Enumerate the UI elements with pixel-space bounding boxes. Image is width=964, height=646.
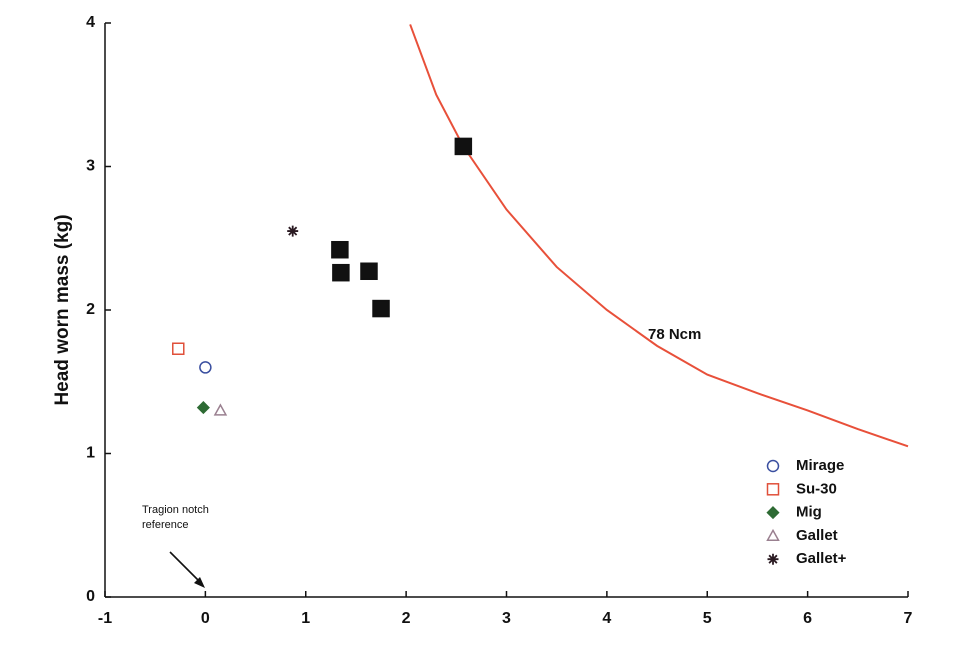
marker — [454, 137, 473, 156]
legend-label: Gallet+ — [796, 550, 847, 567]
marker — [287, 225, 299, 237]
y-tick-label: 2 — [86, 301, 95, 318]
marker — [213, 403, 228, 416]
legend-label: Mig — [796, 504, 822, 521]
x-tick-label: 6 — [803, 610, 812, 627]
curve-label: 78 Ncm — [648, 326, 701, 343]
x-tick-label: 1 — [301, 610, 310, 627]
marker — [360, 262, 378, 281]
y-tick-label: 3 — [86, 158, 95, 175]
arrow — [169, 551, 203, 585]
x-tick-label: 4 — [602, 610, 611, 627]
marker — [331, 240, 349, 259]
y-tick-label: 1 — [86, 445, 95, 462]
y-axis-label: Head worn mass (kg) — [52, 214, 73, 405]
x-tick-label: 5 — [703, 610, 712, 627]
arrow-head — [194, 577, 205, 588]
annotation: reference — [142, 519, 188, 531]
legend-marker — [766, 506, 780, 520]
x-tick-label: 2 — [402, 610, 411, 627]
marker — [372, 299, 390, 318]
y-tick-label: 4 — [86, 14, 95, 31]
legend-label: Mirage — [796, 457, 844, 474]
curve — [409, 24, 909, 448]
x-tick-label: 3 — [502, 610, 511, 627]
x-tick-label: -1 — [98, 610, 112, 627]
marker — [172, 342, 185, 355]
legend-label: Gallet — [796, 527, 838, 544]
legend-marker — [766, 483, 780, 496]
x-tick-label: 0 — [201, 610, 210, 627]
marker — [332, 263, 350, 282]
annotation: Tragion notch — [142, 504, 209, 516]
x-tick-label: 7 — [904, 610, 913, 627]
legend-marker — [766, 459, 780, 473]
legend-marker — [766, 528, 780, 542]
marker — [199, 361, 212, 374]
legend-marker — [767, 553, 779, 565]
legend-label: Su-30 — [796, 480, 837, 497]
marker — [196, 401, 210, 415]
y-tick-label: 0 — [86, 588, 95, 605]
